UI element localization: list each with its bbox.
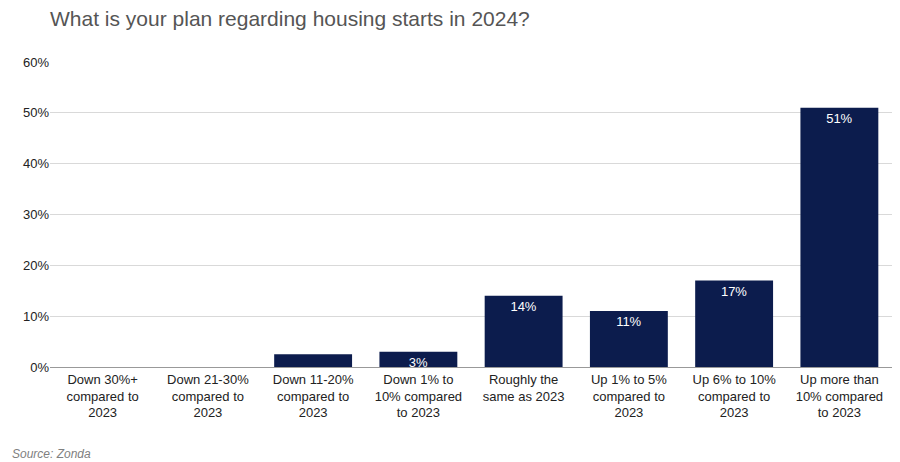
svg-text:20%: 20%	[23, 258, 49, 273]
svg-text:17%: 17%	[721, 284, 747, 299]
svg-text:Up more than10% comparedto 202: Up more than10% comparedto 2023	[796, 372, 883, 421]
svg-text:51%: 51%	[826, 111, 852, 126]
svg-text:Down 1% to10% comparedto 2023: Down 1% to10% comparedto 2023	[375, 372, 462, 421]
svg-text:Down 21-30%compared to2023: Down 21-30%compared to2023	[167, 372, 249, 421]
svg-text:Up 1% to 5%compared to2023: Up 1% to 5%compared to2023	[591, 372, 667, 421]
svg-text:14%: 14%	[510, 299, 536, 314]
svg-text:3%: 3%	[409, 355, 428, 370]
svg-text:50%: 50%	[23, 105, 49, 120]
svg-text:Up 6% to 10%compared to2023: Up 6% to 10%compared to2023	[693, 372, 777, 421]
svg-text:Down 11-20%compared to2023: Down 11-20%compared to2023	[273, 372, 354, 421]
svg-text:What is your plan regarding ho: What is your plan regarding housing star…	[50, 7, 530, 30]
svg-text:Roughly thesame as 2023: Roughly thesame as 2023	[483, 372, 565, 404]
svg-text:10%: 10%	[23, 309, 49, 324]
svg-text:60%: 60%	[23, 55, 49, 70]
svg-text:30%: 30%	[23, 207, 49, 222]
svg-text:40%: 40%	[23, 156, 49, 171]
svg-text:0%: 0%	[30, 360, 49, 375]
svg-text:Source: Zonda: Source: Zonda	[12, 447, 91, 461]
svg-text:Down 30%+compared to2023: Down 30%+compared to2023	[66, 372, 138, 421]
svg-text:11%: 11%	[616, 314, 641, 329]
